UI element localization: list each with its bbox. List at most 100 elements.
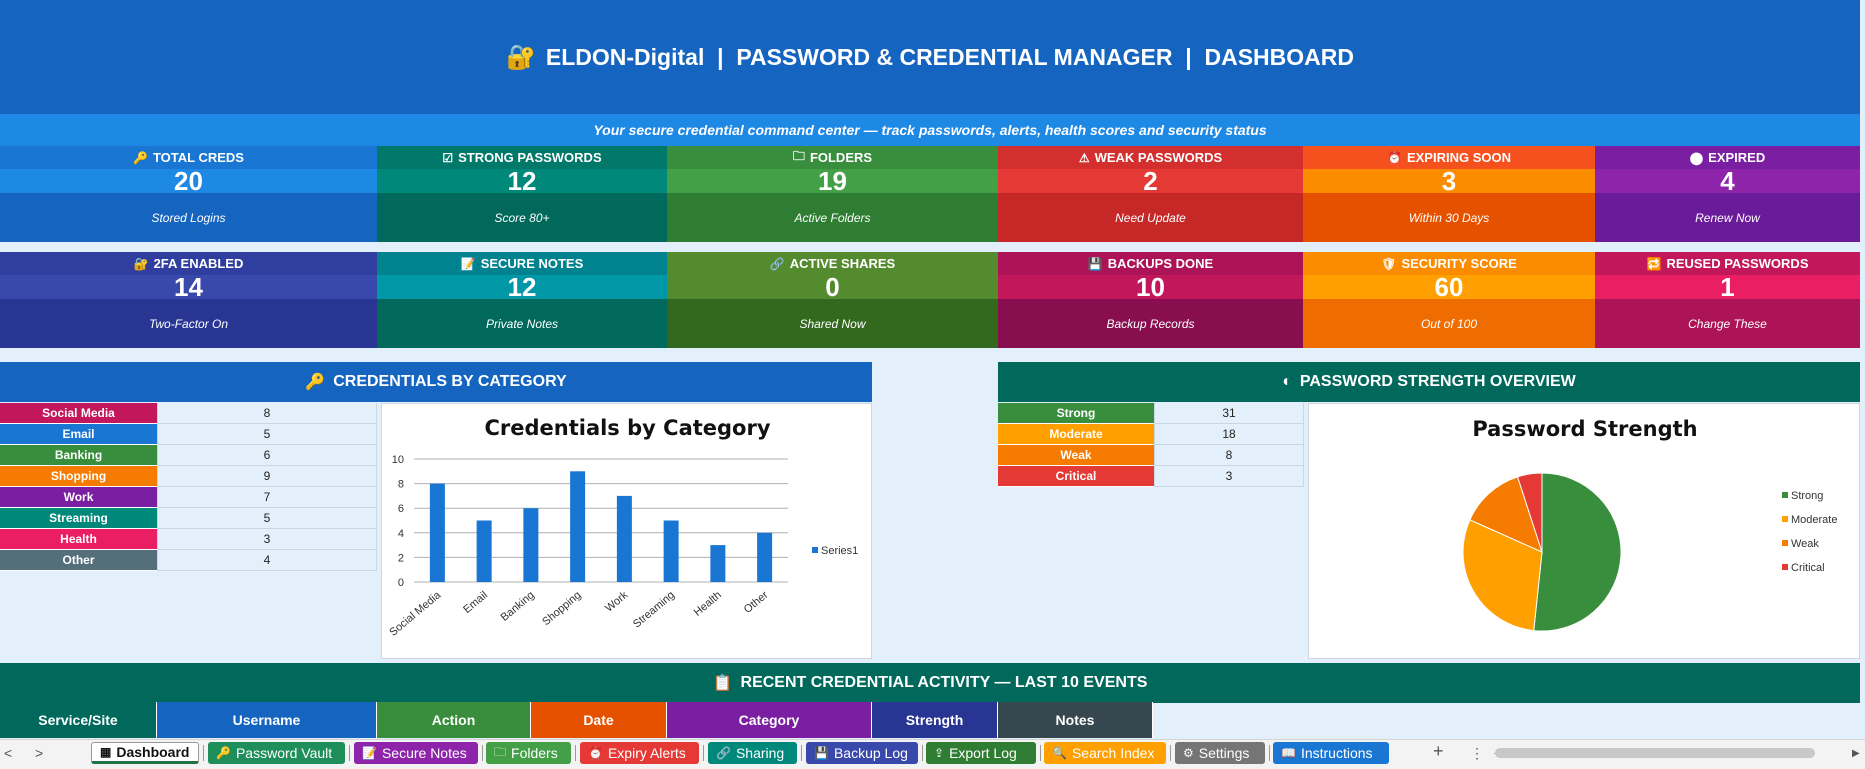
key-icon: 🔑 <box>216 746 231 760</box>
category-section-banner: 🔑 CREDENTIALS BY CATEGORY <box>0 362 872 402</box>
kpi-note: Shared Now <box>667 299 998 348</box>
legend-swatch <box>1782 540 1788 546</box>
x-tick-label: Work <box>603 589 631 615</box>
row-label: Streaming <box>0 508 157 529</box>
tab-label: Password Vault <box>235 745 333 761</box>
tab-dashboard[interactable]: ▦ Dashboard <box>91 742 199 764</box>
horizontal-scrollbar[interactable] <box>1495 748 1815 758</box>
x-tick-label: Email <box>461 589 490 616</box>
y-tick-label: 2 <box>398 552 404 564</box>
save-icon: 💾 <box>814 746 829 760</box>
tab-search-index[interactable]: 🔍 Search Index <box>1044 742 1166 764</box>
lock-icon: 🔐 <box>133 256 149 271</box>
tab-label: Sharing <box>735 745 785 761</box>
tab-separator <box>703 745 704 761</box>
tab-label: Folders <box>511 745 558 761</box>
tab-label: Expiry Alerts <box>607 745 686 761</box>
kpi-label: BACKUPS DONE <box>1107 256 1214 271</box>
tab-label: Search Index <box>1071 745 1155 761</box>
repeat-icon: 🔁 <box>1646 256 1662 271</box>
tab-separator <box>482 745 483 761</box>
kpi-value: 12 <box>377 166 667 196</box>
column-header-notes[interactable]: Notes <box>998 702 1153 738</box>
link-icon: 🔗 <box>716 746 731 760</box>
legend-swatch <box>812 547 818 553</box>
note-icon: 📝 <box>362 746 377 760</box>
table-row: Email 5 <box>0 424 377 445</box>
y-tick-label: 10 <box>392 454 404 466</box>
legend-label: Critical <box>1791 562 1825 574</box>
tab-folders[interactable]: 🗀 Folders <box>486 742 571 764</box>
column-header-date[interactable]: Date <box>531 702 667 738</box>
x-tick-label: Streaming <box>631 589 677 630</box>
note-icon: 📝 <box>460 256 476 271</box>
bar <box>663 520 679 582</box>
column-header-strength[interactable]: Strength <box>872 702 998 738</box>
bar <box>757 532 773 582</box>
column-header-category[interactable]: Category <box>667 702 872 738</box>
check-box-icon: ☑ <box>442 150 454 165</box>
scroll-left-icon[interactable]: < <box>4 745 13 761</box>
row-value: 5 <box>157 508 377 529</box>
row-value: 3 <box>157 529 377 550</box>
kpi-note: Within 30 Days <box>1303 193 1595 242</box>
clipboard-icon: 📋 <box>712 675 733 692</box>
legend-swatch <box>1782 516 1788 522</box>
bar <box>429 483 445 582</box>
x-tick-label: Health <box>692 589 724 619</box>
category-bar-chart: 0 2 4 6 8 10 Social Media Email Banking Shopping W… <box>387 454 858 639</box>
row-value: 18 <box>1154 424 1304 445</box>
kpi-note: Out of 100 <box>1303 299 1595 348</box>
tab-instructions[interactable]: 📖 Instructions <box>1273 742 1389 764</box>
kpi-label: WEAK PASSWORDS <box>1094 150 1223 165</box>
add-sheet-icon[interactable]: + <box>1433 741 1444 761</box>
kpi-note: Private Notes <box>377 299 667 348</box>
tab-backup-log[interactable]: 💾 Backup Log <box>806 742 918 764</box>
tab-export-log[interactable]: ⇪ Export Log <box>926 742 1036 764</box>
kpi-label: REUSED PASSWORDS <box>1666 256 1809 271</box>
row-value: 8 <box>157 403 377 424</box>
hscroll-right-icon[interactable]: ▶ <box>1852 748 1860 759</box>
tab-label: Dashboard <box>116 744 190 760</box>
alarm-icon: ⏰ <box>1387 150 1402 165</box>
x-tick-label: Other <box>742 589 771 616</box>
row-label: Critical <box>998 466 1154 487</box>
row-label: Social Media <box>0 403 157 424</box>
tab-expiry-alerts[interactable]: ⏰ Expiry Alerts <box>580 742 699 764</box>
table-row: Weak 8 <box>998 445 1304 466</box>
alarm-icon: ⏰ <box>588 746 603 760</box>
strength-section-banner: ◐ PASSWORD STRENGTH OVERVIEW <box>998 362 1860 402</box>
row-value: 5 <box>157 424 377 445</box>
bar <box>523 508 539 582</box>
table-row: Moderate 18 <box>998 424 1304 445</box>
bar <box>710 545 726 582</box>
more-options-icon[interactable]: ⋮ <box>1470 745 1484 761</box>
tab-separator <box>1040 745 1041 761</box>
table-row: Critical 3 <box>998 466 1304 487</box>
row-label: Work <box>0 487 157 508</box>
bar <box>476 520 492 582</box>
kpi-label: TOTAL CREDS <box>152 150 244 165</box>
scroll-right-icon[interactable]: > <box>35 745 44 761</box>
row-value: 4 <box>157 550 377 571</box>
gear-icon: ⚙ <box>1183 746 1194 760</box>
tab-separator <box>1170 745 1171 761</box>
row-value: 7 <box>157 487 377 508</box>
tab-sharing[interactable]: 🔗 Sharing <box>708 742 797 764</box>
legend-label: Weak <box>1791 538 1819 550</box>
column-header-username[interactable]: Username <box>157 702 377 738</box>
column-header-service-site[interactable]: Service/Site <box>0 702 157 738</box>
pie-slice <box>1533 472 1622 632</box>
page-title: ELDON-Digital | PASSWORD & CREDENTIAL MA… <box>545 43 1354 70</box>
column-header-action[interactable]: Action <box>377 702 531 738</box>
tab-separator <box>349 745 350 761</box>
tab-settings[interactable]: ⚙ Settings <box>1175 742 1265 764</box>
kpi-note: Renew Now <box>1595 193 1860 242</box>
kpi-value: 1 <box>1595 272 1860 302</box>
tab-secure-notes[interactable]: 📝 Secure Notes <box>354 742 478 764</box>
tab-password-vault[interactable]: 🔑 Password Vault <box>208 742 345 764</box>
row-label: Email <box>0 424 157 445</box>
tab-separator <box>203 745 204 761</box>
kpi-note: Stored Logins <box>0 193 377 242</box>
folder-icon: 🗀 <box>792 149 805 163</box>
